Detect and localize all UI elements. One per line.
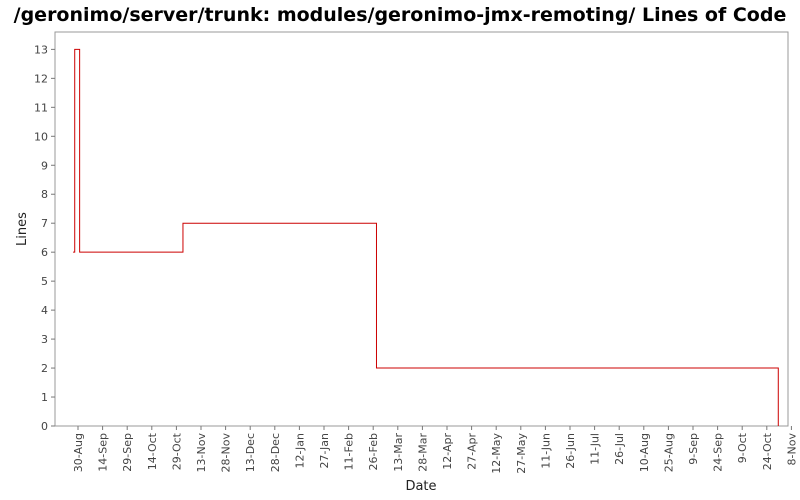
x-tick-label: 13-Mar xyxy=(392,433,405,472)
y-tick-label: 10 xyxy=(34,130,48,143)
x-tick-label: 12-May xyxy=(490,433,503,474)
x-tick-label: 27-May xyxy=(515,433,528,474)
y-tick-label: 5 xyxy=(41,275,48,288)
x-tick-label: 12-Apr xyxy=(441,433,454,470)
y-tick-label: 13 xyxy=(34,43,48,56)
x-tick-label: 26-Jul xyxy=(613,433,626,465)
x-tick-label: 9-Sep xyxy=(687,433,700,465)
y-tick-label: 11 xyxy=(34,101,48,114)
y-tick-label: 12 xyxy=(34,72,48,85)
x-tick-label: 26-Jun xyxy=(564,433,577,469)
y-tick-label: 4 xyxy=(41,304,48,317)
series-layer xyxy=(73,48,779,426)
y-tick-label: 9 xyxy=(41,159,48,172)
x-tick-label: 10-Aug xyxy=(638,433,651,472)
y-tick-label: 8 xyxy=(41,188,48,201)
x-tick-label: 12-Jan xyxy=(293,433,306,469)
y-tick-label: 3 xyxy=(41,333,48,346)
y-tick-label: 2 xyxy=(41,362,48,375)
chart-title: /geronimo/server/trunk: modules/geronimo… xyxy=(13,4,787,26)
y-tick-label: 1 xyxy=(41,391,48,404)
x-axis-title: Date xyxy=(405,479,436,494)
x-tick-label: 13-Nov xyxy=(195,433,208,473)
x-tick-label: 9-Oct xyxy=(736,432,749,463)
x-tick-label: 24-Oct xyxy=(761,432,774,470)
series-line xyxy=(73,48,779,426)
x-tick-label: 29-Oct xyxy=(170,432,183,470)
y-tick-label: 7 xyxy=(41,217,48,230)
x-tick-label: 26-Feb xyxy=(367,433,380,470)
x-axis: 30-Aug 14-Sep 29-Sep 14-Oct 29-Oct 13-Nov 28-N… xyxy=(72,426,798,474)
y-tick-label: 6 xyxy=(41,246,48,259)
x-tick-label: 13-Dec xyxy=(244,433,257,472)
x-tick-label: 30-Aug xyxy=(72,433,85,472)
x-tick-label: 11-Feb xyxy=(343,433,356,470)
x-tick-label: 29-Sep xyxy=(121,433,134,472)
plot-area xyxy=(54,31,789,427)
x-tick-label: 25-Aug xyxy=(662,433,675,472)
x-tick-label: 28-Dec xyxy=(269,433,282,472)
y-tick-label: 0 xyxy=(41,420,48,433)
y-axis-title: Lines xyxy=(15,212,30,246)
x-tick-label: 28-Nov xyxy=(220,433,233,473)
x-tick-label: 28-Mar xyxy=(416,433,429,472)
x-tick-label: 27-Jan xyxy=(318,433,331,469)
x-tick-label: 14-Sep xyxy=(97,433,110,472)
x-tick-label: 8-Nov xyxy=(785,433,798,466)
x-tick-label: 24-Sep xyxy=(712,433,725,472)
x-tick-label: 11-Jul xyxy=(589,433,602,465)
x-tick-label: 27-Apr xyxy=(466,433,479,470)
x-tick-label: 14-Oct xyxy=(146,432,159,470)
x-tick-label: 11-Jun xyxy=(539,433,552,469)
